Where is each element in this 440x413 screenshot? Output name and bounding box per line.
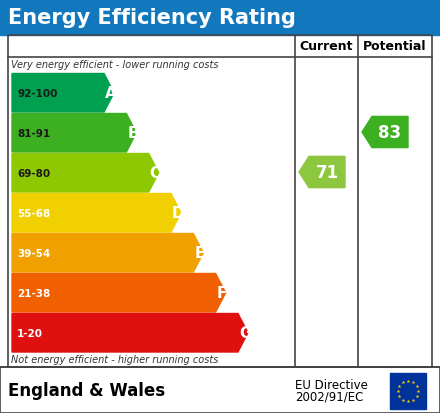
Text: 81-91: 81-91 bbox=[17, 128, 50, 138]
Bar bbox=[390, 373, 426, 409]
Text: F: F bbox=[216, 285, 227, 301]
Bar bbox=[8, 36, 432, 367]
Text: Current: Current bbox=[300, 40, 353, 53]
Text: B: B bbox=[128, 126, 139, 141]
Text: Energy Efficiency Rating: Energy Efficiency Rating bbox=[8, 8, 296, 28]
Text: 83: 83 bbox=[378, 124, 402, 142]
Text: 71: 71 bbox=[315, 164, 338, 182]
Text: 55-68: 55-68 bbox=[17, 208, 50, 218]
Text: Very energy efficient - lower running costs: Very energy efficient - lower running co… bbox=[11, 60, 219, 70]
Polygon shape bbox=[12, 194, 181, 233]
Polygon shape bbox=[12, 154, 159, 192]
Bar bbox=[0, 0, 440, 36]
Text: 39-54: 39-54 bbox=[17, 248, 50, 258]
Text: 1-20: 1-20 bbox=[17, 328, 43, 338]
Polygon shape bbox=[12, 274, 226, 312]
Text: G: G bbox=[239, 325, 252, 340]
Polygon shape bbox=[299, 157, 345, 188]
Text: 2002/91/EC: 2002/91/EC bbox=[295, 389, 363, 403]
Text: D: D bbox=[172, 206, 185, 221]
Text: Potential: Potential bbox=[363, 40, 427, 53]
Text: EU Directive: EU Directive bbox=[295, 379, 368, 392]
Bar bbox=[0, 367, 440, 413]
Polygon shape bbox=[12, 114, 136, 153]
Text: C: C bbox=[150, 166, 161, 181]
Text: England & Wales: England & Wales bbox=[8, 381, 165, 399]
Text: 92-100: 92-100 bbox=[17, 88, 57, 99]
Text: E: E bbox=[194, 246, 205, 261]
Bar bbox=[0, 367, 440, 413]
Polygon shape bbox=[12, 234, 203, 272]
Text: A: A bbox=[105, 86, 117, 101]
Polygon shape bbox=[12, 314, 248, 352]
Text: Not energy efficient - higher running costs: Not energy efficient - higher running co… bbox=[11, 355, 218, 365]
Polygon shape bbox=[12, 74, 114, 113]
Polygon shape bbox=[362, 117, 408, 148]
Text: 21-38: 21-38 bbox=[17, 288, 50, 298]
Text: 69-80: 69-80 bbox=[17, 169, 50, 178]
